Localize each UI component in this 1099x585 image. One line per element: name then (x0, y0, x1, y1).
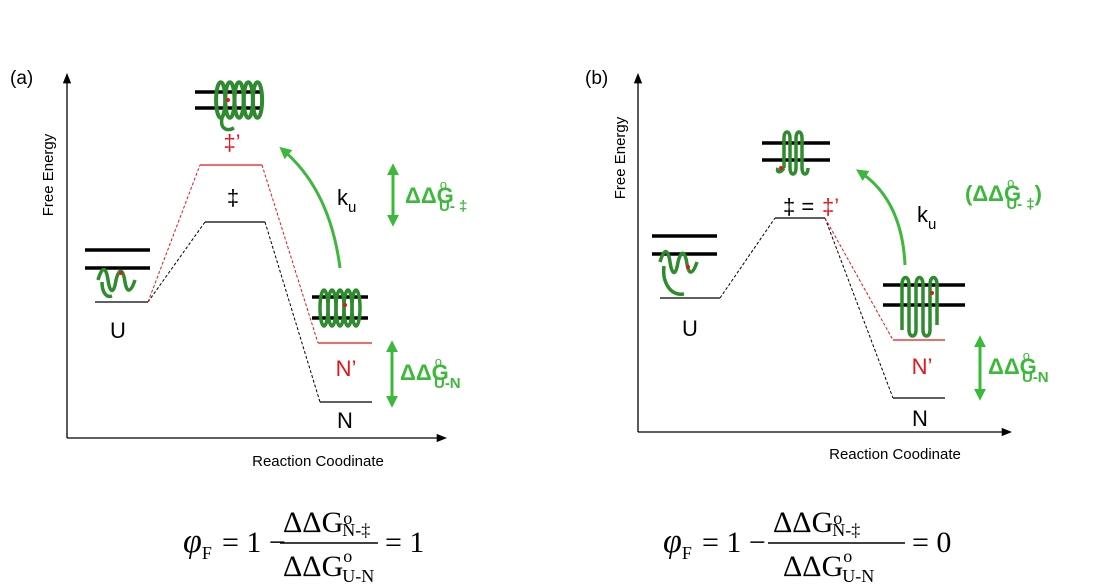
pathway-mutant (825, 218, 893, 340)
state-label: ‡ (227, 185, 239, 210)
rate-label: ku (337, 185, 356, 216)
denominator-subscript: U-N (342, 566, 374, 585)
protein-icon (883, 278, 965, 337)
rate-subscript: u (348, 199, 356, 216)
state-label: ‡’ (223, 130, 240, 155)
denominator-symbol: ΔΔG (783, 550, 843, 583)
equation-lhs: = 1 − (702, 526, 766, 559)
icon-part (686, 265, 690, 269)
rate-subscript: u (928, 216, 936, 233)
page: {"panels": [ {"label": "(a)", "y_axis_la… (0, 0, 1099, 585)
icon-part (779, 166, 783, 170)
state-label: U (110, 318, 126, 343)
icon-part (343, 303, 347, 307)
denominator-superscript: o (343, 546, 352, 566)
denominator-superscript: o (843, 546, 852, 566)
phi-symbol: φ (663, 523, 682, 560)
ddg-subscript: U- ‡ (1006, 196, 1034, 213)
ddg-superscript: o (1007, 175, 1014, 190)
numerator-subscript: N-‡ (342, 520, 370, 540)
equation-rhs: = 1 (385, 526, 424, 559)
x-axis-label: Reaction Coodinate (252, 453, 384, 470)
protein-chain (222, 118, 234, 130)
numerator-symbol: ΔΔG (773, 506, 833, 539)
rate-label: ku (917, 202, 936, 233)
icon-part (930, 291, 934, 295)
rate-arrow (283, 150, 340, 268)
phi-subscript: F (682, 543, 692, 563)
state-label: ‡’ (822, 194, 839, 219)
diagram: (a) Free Energy Reaction Coodinate U ‡ ‡… (0, 0, 1099, 585)
protein-icon (195, 82, 262, 130)
pathway-mutant (262, 165, 318, 343)
rate-arrow (860, 172, 905, 265)
phi: φF (663, 523, 692, 563)
panel-label: (b) (585, 68, 608, 89)
state-label: N (912, 406, 928, 431)
phi-symbol: φ (183, 523, 202, 560)
state-label: U (682, 316, 698, 341)
protein-chain (98, 270, 135, 297)
numerator-symbol: ΔΔG (283, 506, 343, 539)
ddg-superscript: o (440, 177, 447, 192)
pathway (720, 218, 775, 298)
ddg-superscript: o (1023, 348, 1030, 363)
denominator-subscript: U-N (842, 566, 874, 585)
pathway (825, 218, 893, 398)
y-axis-label: Free Energy (40, 133, 57, 216)
protein-icon (762, 132, 830, 174)
state-label: N’ (912, 354, 933, 379)
ddg-subscript: U-N (1022, 369, 1049, 386)
denominator-symbol: ΔΔG (283, 550, 343, 583)
state-label: N’ (336, 356, 357, 381)
panel-label: (a) (10, 68, 33, 89)
state-label: ‡ = (783, 194, 814, 219)
ddg-subscript: U-N (434, 375, 461, 392)
equation-lhs: = 1 − (222, 526, 286, 559)
protein-icon (652, 236, 717, 294)
protein-icon (312, 290, 368, 326)
x-axis-label: Reaction Coodinate (829, 446, 961, 463)
pathway (148, 222, 205, 302)
numerator-subscript: N-‡ (832, 520, 860, 540)
protein-chain (660, 252, 697, 295)
protein-icon (85, 250, 150, 296)
pathway-mutant (148, 165, 200, 302)
icon-part (119, 271, 123, 275)
panel-b: (b) Free Energy Reaction Coodinate U ‡ =… (585, 68, 1049, 585)
panel-a: (a) Free Energy Reaction Coodinate U ‡ ‡… (10, 68, 467, 585)
equation-rhs: = 0 (912, 526, 951, 559)
state-label: N (337, 408, 353, 433)
phi: φF (183, 523, 212, 563)
ddg-subscript: U- ‡ (439, 198, 467, 215)
pathway (265, 222, 320, 402)
y-axis-label: Free Energy (612, 116, 629, 199)
ddg-close: ) (1035, 181, 1042, 206)
ddg-superscript: o (435, 354, 442, 369)
phi-subscript: F (202, 543, 212, 563)
protein-chain (216, 82, 262, 118)
icon-part (226, 98, 230, 102)
